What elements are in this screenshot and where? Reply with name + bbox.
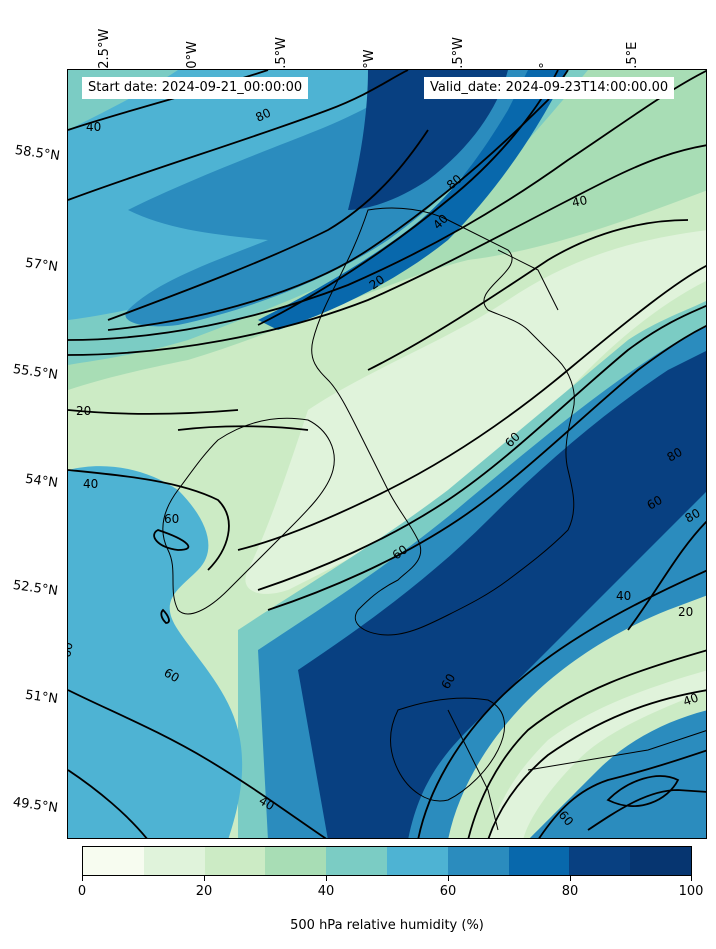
valid-date-label: Valid_date: 2024-09-23T14:00:00.00: [424, 77, 675, 99]
start-date-label: Start date: 2024-09-21_00:00:00: [82, 77, 309, 99]
colorbar-tick: [204, 876, 205, 881]
colorbar-tick-label: 80: [561, 884, 579, 899]
latitude-label-55-5n: 55.5°N: [11, 361, 59, 384]
contour-label: 40: [616, 589, 631, 603]
contour-label: 60: [438, 671, 458, 691]
contour-label: 80: [253, 106, 273, 125]
colorbar-tick-label: 0: [77, 884, 87, 899]
contour-lines: [68, 70, 706, 838]
contour-label: 40: [257, 793, 277, 813]
latitude-label-57n: 57°N: [24, 255, 59, 276]
fill-band-southeast-80-100: [298, 351, 706, 838]
latitude-label-51n: 51°N: [24, 687, 59, 708]
colorbar-segment: [83, 847, 144, 875]
map-canvas: 40 80 80 40 40 20 20 40 60 60 60 80 60 4…: [68, 70, 706, 838]
latitude-label-52-5n: 52.5°N: [11, 577, 59, 600]
fill-band-southeast-very-dry: [488, 670, 706, 838]
colorbar-tick: [570, 876, 571, 881]
colorbar-segment: [569, 847, 631, 875]
colorbar-segment: [204, 847, 266, 875]
colorbar-segment: [386, 847, 448, 875]
latitude-label-49-5n: 49.5°N: [11, 794, 59, 817]
fill-band-southeast-dry: [448, 595, 706, 838]
humidity-map: 40 80 80 40 40 20 20 40 60 60 60 80 60 4…: [67, 69, 707, 839]
latitude-label-58-5n: 58.5°N: [13, 142, 61, 165]
contour-label: 40: [571, 193, 589, 210]
contour-label: 20: [76, 404, 91, 418]
contour-label: 40: [83, 477, 98, 491]
coastlines: [162, 207, 706, 831]
contour-label: 40: [681, 690, 700, 708]
contour-label: 80: [683, 506, 703, 526]
contour-label: 80: [665, 445, 685, 465]
colorbar-tick-label: 60: [439, 884, 457, 899]
colorbar-tick-label: 20: [195, 884, 213, 899]
colorbar-tick: [326, 876, 327, 881]
colorbar-tick-label: 100: [678, 884, 704, 899]
colorbar-tick: [691, 876, 692, 881]
contour-label: 40: [86, 120, 101, 134]
colorbar-segment: [508, 847, 570, 875]
fill-band-north-90-100: [348, 70, 508, 210]
colorbar-tick: [82, 876, 83, 881]
colorbar-segment: [265, 847, 327, 875]
colorbar-tick-label: 40: [317, 884, 335, 899]
colorbar-segment: [143, 847, 205, 875]
fill-band-west-60-80: [68, 466, 243, 838]
contour-label: 60: [645, 493, 665, 513]
colorbar: [82, 846, 692, 876]
colorbar-segment: [630, 847, 691, 875]
colorbar-tick: [448, 876, 449, 881]
contour-label: 60: [68, 641, 76, 658]
colorbar-label: 500 hPa relative humidity (%): [290, 918, 484, 933]
latitude-label-54n: 54°N: [24, 471, 59, 492]
contour-label: 20: [678, 605, 693, 619]
colorbar-segment: [326, 847, 387, 875]
contour-label: 60: [164, 512, 179, 526]
colorbar-segment: [447, 847, 509, 875]
contour-label: 60: [162, 665, 182, 685]
